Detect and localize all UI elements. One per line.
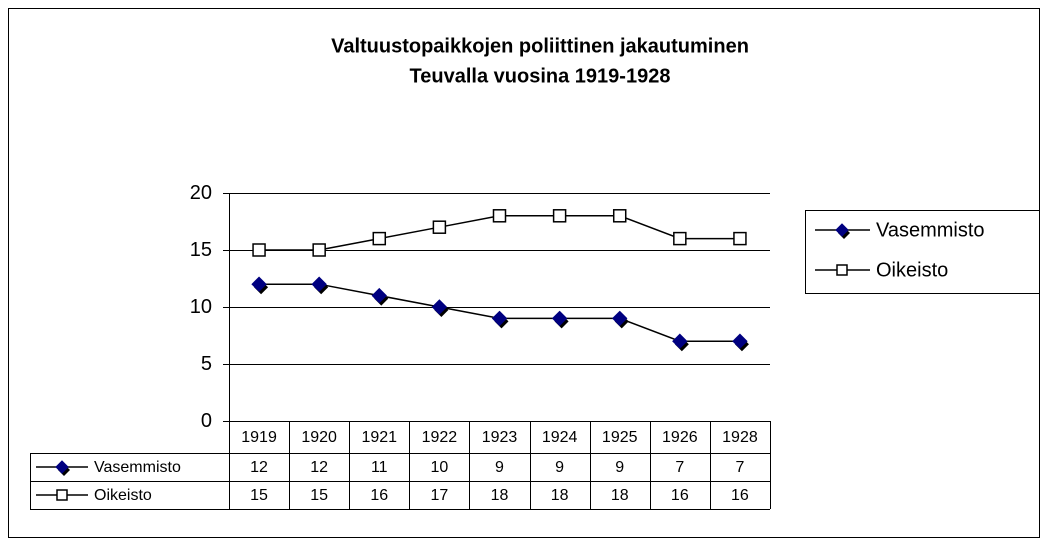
table-cell: 18 [491,487,509,504]
x-tick-label: 1921 [361,429,397,446]
marker [312,243,326,257]
marker [551,310,568,327]
table-cell: 18 [611,487,629,504]
table-cell: 10 [430,459,448,476]
marker [372,231,387,246]
table-cell: 15 [310,487,328,504]
x-tick-label: 1924 [542,429,578,446]
marker [311,276,327,292]
marker [431,299,448,315]
marker [732,333,748,349]
table-cell: 7 [675,459,684,476]
x-tick-label: 1920 [301,429,337,446]
marker [673,231,687,246]
table-cell: 16 [731,487,749,504]
table-cell: 9 [495,459,504,476]
marker [552,209,567,223]
marker [835,223,849,237]
x-tick-label: 1922 [422,429,458,446]
marker [252,243,266,257]
x-tick-label: 1925 [602,429,638,446]
legend-box [805,210,1040,294]
legend-label: Oikeisto [876,259,948,281]
table-cell: 16 [671,487,689,504]
x-tick-label: 1923 [482,429,518,446]
table-row-label: Oikeisto [94,487,152,504]
chart-title: Valtuustopaikkojen poliittinen jakautumi… [331,35,749,57]
marker [56,489,68,501]
marker [612,209,627,223]
x-tick-label: 1928 [722,429,758,446]
marker [251,276,267,292]
y-tick-label: 5 [201,353,212,375]
table-cell: 17 [430,487,448,504]
table-cell: 7 [735,459,744,476]
x-tick-label: 1926 [662,429,698,446]
table-cell: 16 [370,487,388,504]
chart-title: Teuvalla vuosina 1919-1928 [410,65,671,87]
y-tick-label: 10 [190,296,212,318]
marker [432,220,447,234]
table-cell: 12 [310,459,328,476]
y-tick-label: 0 [201,410,212,432]
table-cell: 9 [615,459,624,476]
marker [55,460,69,474]
marker [371,287,387,304]
table-cell: 9 [555,459,564,476]
legend-label: Vasemmisto [876,219,985,241]
table-cell: 12 [250,459,268,476]
table-cell: 15 [250,487,268,504]
marker [733,231,747,246]
marker [491,310,508,327]
marker [672,333,688,349]
table-cell: 18 [551,487,569,504]
marker [612,310,628,327]
x-tick-label: 1919 [241,429,277,446]
marker [492,209,507,223]
y-tick-label: 15 [190,239,212,261]
table-cell: 11 [371,459,388,476]
y-tick-label: 20 [190,182,212,204]
marker [836,264,848,276]
table-row-label: Vasemmisto [94,459,181,476]
